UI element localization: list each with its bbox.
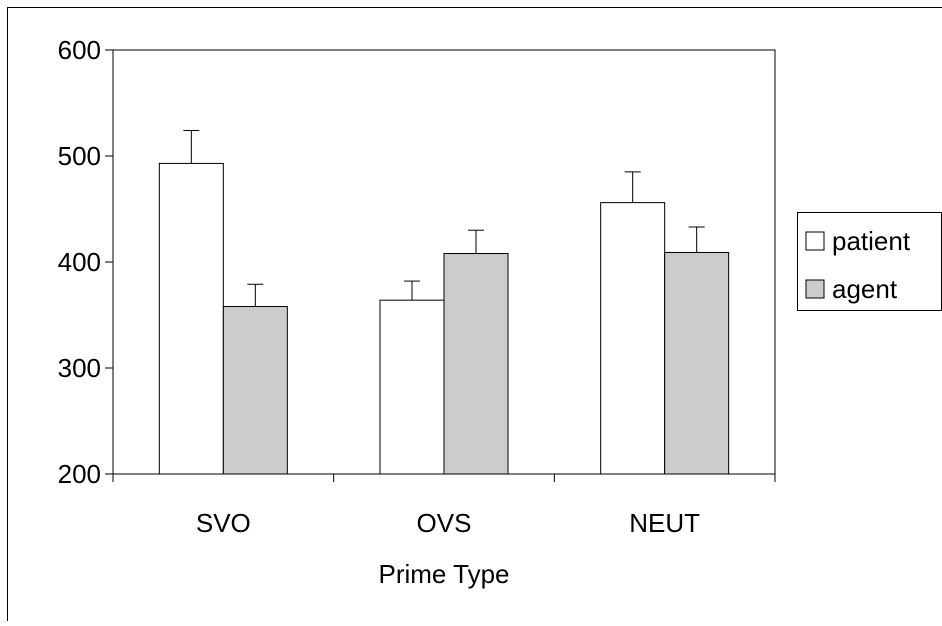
bar-patient-neut [601, 203, 665, 474]
bar-agent-neut [665, 252, 729, 474]
legend-label-agent: agent [832, 274, 898, 304]
y-tick-label: 400 [58, 247, 101, 277]
x-axis-title: Prime Type [378, 559, 509, 589]
y-tick-label: 200 [58, 459, 101, 489]
bar-agent-ovs [444, 254, 508, 474]
y-tick-label: 600 [58, 35, 101, 65]
y-tick-label: 300 [58, 353, 101, 383]
legend-label-patient: patient [832, 226, 911, 256]
bar-patient-svo [159, 163, 223, 474]
legend-swatch-agent [806, 280, 824, 298]
x-tick-label-svo: SVO [196, 508, 251, 538]
bar-agent-svo [223, 307, 287, 474]
bar-patient-ovs [380, 300, 444, 474]
legend-swatch-patient [806, 232, 824, 250]
x-tick-label-ovs: OVS [417, 508, 472, 538]
y-tick-label: 500 [58, 141, 101, 171]
x-tick-label-neut: NEUT [629, 508, 700, 538]
legend: patient agent [798, 213, 942, 311]
